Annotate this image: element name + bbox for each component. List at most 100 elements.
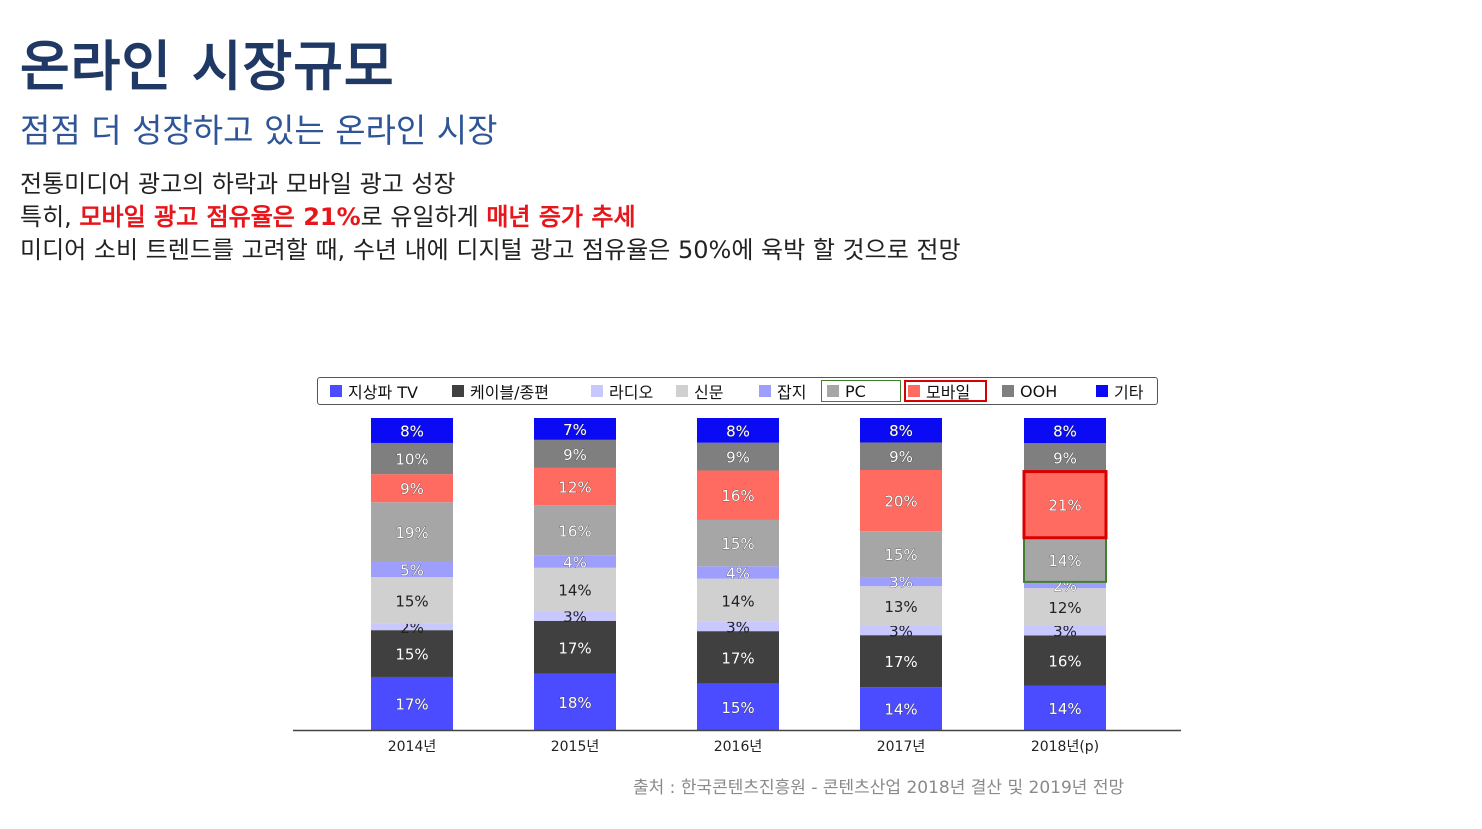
bar-segment-모바일 — [697, 470, 779, 520]
bar-segment-ooh — [1024, 443, 1106, 472]
bar-value-label: 7% — [563, 421, 587, 439]
bar-segment-pc — [1024, 537, 1106, 582]
bar-segment-케이블-종편 — [1024, 635, 1106, 686]
body-line-1: 전통미디어 광고의 하락과 모바일 광고 성장 — [20, 170, 456, 198]
bar-segment-케이블-종편 — [534, 620, 616, 674]
bar-value-label: 8% — [889, 422, 913, 440]
bar-segment-라디오 — [1024, 626, 1106, 636]
legend-item-pc: PC — [827, 381, 866, 401]
legend-swatch — [1002, 385, 1014, 397]
legend-label: 신문 — [694, 383, 724, 402]
legend-item-라디오: 라디오 — [591, 381, 654, 402]
legend-highlight-pc — [821, 380, 901, 402]
bar-value-label: 14% — [721, 592, 754, 610]
x-tick-label: 2017년 — [877, 739, 926, 755]
bar-segment-pc — [371, 502, 453, 562]
bar-segment-라디오 — [697, 621, 779, 632]
x-tick-label: 2014년 — [388, 739, 437, 755]
bar-value-label: 17% — [721, 649, 754, 667]
legend-label: 모바일 — [926, 383, 971, 402]
bar-value-label: 8% — [726, 422, 750, 440]
bar-value-label: 13% — [884, 598, 917, 616]
chart-legend: 지상파 TV 케이블/종편 라디오 신문 잡지 PC 모바일 OOH 기타 — [317, 377, 1158, 405]
bar-segment-신문 — [371, 577, 453, 624]
x-tick-label: 2018년(p) — [1031, 739, 1099, 755]
bar-value-label: 5% — [400, 561, 424, 579]
legend-swatch — [1096, 385, 1108, 397]
bar-segment-케이블-종편 — [697, 631, 779, 684]
bar-value-label: 16% — [1048, 653, 1081, 671]
highlight-box-모바일 — [1022, 470, 1108, 540]
bar-value-label: 3% — [726, 619, 750, 637]
legend-label: PC — [845, 381, 866, 401]
bar-value-label: 14% — [1048, 552, 1081, 570]
bar-value-label: 4% — [563, 554, 587, 572]
body-line-2-prefix: 특히, — [20, 203, 80, 231]
bar-segment-모바일 — [860, 470, 942, 532]
bar-segment-모바일 — [534, 467, 616, 506]
legend-label: 잡지 — [777, 383, 807, 402]
bar-segment-ooh — [697, 442, 779, 471]
legend-label: 라디오 — [609, 383, 654, 402]
source-note: 출처 : 한국콘텐츠진흥원 - 콘텐츠산업 2018년 결산 및 2019년 전… — [633, 778, 1125, 798]
legend-swatch — [452, 385, 464, 397]
legend-label: 케이블/종편 — [470, 383, 549, 402]
bar-segment-ooh — [860, 442, 942, 470]
bar-value-label: 3% — [563, 608, 587, 626]
bar-segment-라디오 — [371, 623, 453, 631]
bar-value-label: 15% — [884, 546, 917, 564]
bar-value-label: 9% — [563, 446, 587, 464]
legend-item-잡지: 잡지 — [759, 381, 807, 402]
bar-value-label: 12% — [1048, 599, 1081, 617]
bar-value-label: 3% — [889, 574, 913, 592]
bar-value-label: 14% — [558, 582, 591, 600]
legend-item-케이블-종편: 케이블/종편 — [452, 381, 549, 402]
legend-item-신문: 신문 — [676, 381, 724, 402]
bar-value-label: 8% — [1053, 423, 1077, 441]
legend-item-모바일: 모바일 — [908, 381, 971, 402]
bar-value-label: 17% — [395, 695, 428, 713]
bar-value-label: 9% — [400, 480, 424, 498]
bar-value-label: 18% — [558, 694, 591, 712]
bar-segment-지상파-tv — [860, 687, 942, 730]
bar-segment-ooh — [534, 439, 616, 468]
bar-segment-신문 — [534, 567, 616, 612]
legend-label: 기타 — [1114, 383, 1144, 402]
bar-value-label: 9% — [726, 449, 750, 467]
annual-growth-highlight: 매년 증가 추세 — [486, 203, 636, 231]
body-line-2-middle: 로 유일하게 — [360, 203, 487, 231]
bar-segment-신문 — [697, 578, 779, 622]
bar-segment-pc — [534, 505, 616, 556]
x-tick-label: 2015년 — [551, 739, 600, 755]
bar-segment-잡지 — [371, 561, 453, 578]
page-subtitle: 점점 더 성장하고 있는 온라인 시장 — [20, 111, 498, 150]
bar-segment-라디오 — [860, 626, 942, 636]
legend-label: 지상파 TV — [348, 383, 418, 402]
bar-segment-pc — [860, 531, 942, 578]
x-tick-label: 2016년 — [714, 739, 763, 755]
bar-value-label: 9% — [1053, 449, 1077, 467]
bar-value-label: 14% — [884, 701, 917, 719]
bar-segment-pc — [697, 519, 779, 567]
bar-value-label: 19% — [395, 524, 428, 542]
bar-segment-신문 — [1024, 588, 1106, 626]
bar-segment-기타 — [534, 418, 616, 440]
bar-value-label: 20% — [884, 493, 917, 511]
body-line-3: 미디어 소비 트렌드를 고려할 때, 수년 내에 디지털 광고 점유율은 50%… — [20, 236, 961, 264]
legend-swatch — [759, 385, 771, 397]
bar-value-label: 15% — [721, 699, 754, 717]
legend-item-지상파-tv: 지상파 TV — [330, 381, 418, 402]
bar-value-label: 17% — [558, 639, 591, 657]
bar-segment-모바일 — [1024, 471, 1106, 538]
bar-segment-기타 — [697, 418, 779, 443]
mobile-share-highlight: 모바일 광고 점유율은 21% — [79, 203, 361, 231]
bar-value-label: 21% — [1048, 497, 1081, 515]
bar-segment-지상파-tv — [534, 673, 616, 730]
bar-value-label: 4% — [726, 564, 750, 582]
body-text: 전통미디어 광고의 하락과 모바일 광고 성장 특히, 모바일 광고 점유율은 … — [20, 168, 1440, 267]
legend-swatch — [591, 385, 603, 397]
bar-value-label: 12% — [558, 479, 591, 497]
bar-segment-기타 — [371, 418, 453, 443]
bar-segment-잡지 — [1024, 581, 1106, 589]
